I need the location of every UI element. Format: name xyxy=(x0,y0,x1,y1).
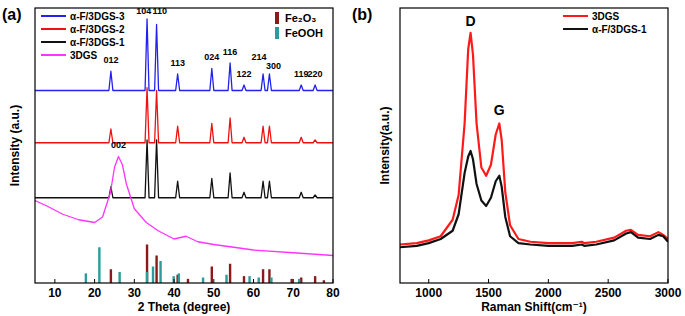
reference-bar xyxy=(202,278,204,284)
legend-label: 3DGS xyxy=(70,50,98,61)
series-line xyxy=(35,140,333,198)
legend-swatch xyxy=(41,54,66,56)
legend-swatch xyxy=(275,27,279,39)
peak-label: 110 xyxy=(152,6,167,16)
series-line xyxy=(400,33,668,245)
peak-label: D xyxy=(466,13,476,29)
legend-swatch xyxy=(275,12,279,24)
legend-label: α-F/3DGS-2 xyxy=(70,24,125,35)
legend-swatch xyxy=(563,28,588,30)
x-tick-label: 1000 xyxy=(415,286,442,300)
reference-bar xyxy=(298,279,300,283)
legend-label: 3DGS xyxy=(592,11,620,22)
reference-bar xyxy=(172,276,174,283)
peak-label: 116 xyxy=(223,47,238,57)
peak-label: 024 xyxy=(204,52,219,62)
peak-label: 104 xyxy=(136,6,151,16)
x-tick-label: 10 xyxy=(48,286,62,300)
x-tick xyxy=(94,279,95,283)
peak-label: 002 xyxy=(111,140,126,150)
x-tick xyxy=(428,279,429,283)
plot-area xyxy=(400,33,668,248)
reference-bar xyxy=(159,261,161,283)
x-tick xyxy=(608,279,609,283)
reference-bar xyxy=(248,276,250,283)
reference-bar xyxy=(110,269,112,283)
x-tick-label: 2500 xyxy=(595,286,622,300)
reference-bar xyxy=(85,273,87,283)
panel-label: (a) xyxy=(2,6,22,23)
x-tick xyxy=(293,279,294,283)
legend-swatch xyxy=(41,28,66,30)
reference-bar xyxy=(314,276,316,283)
reference-bar xyxy=(243,276,245,283)
x-tick xyxy=(668,279,669,283)
x-tick-label: 40 xyxy=(167,286,181,300)
reference-bar xyxy=(178,273,180,283)
figure: (a) Intensity (a.u.) 2 Theta (degree) 10 20 3… xyxy=(0,0,685,316)
series-line xyxy=(35,157,333,256)
x-tick-label: 50 xyxy=(207,286,221,300)
peak-label: 012 xyxy=(103,55,118,65)
legend-label: α-F/3DGS-1 xyxy=(592,24,647,35)
legend-label: α-F/3DGS-3 xyxy=(70,11,125,22)
peak-label: 113 xyxy=(170,58,185,68)
x-tick-label: 30 xyxy=(128,286,142,300)
peak-label: 122 xyxy=(236,69,251,79)
peak-label: 119 xyxy=(294,69,309,79)
x-tick-label: 70 xyxy=(287,286,301,300)
peak-label: 220 xyxy=(308,69,323,79)
reference-bar xyxy=(225,275,227,283)
plot-frame xyxy=(400,8,668,283)
x-tick-label: 80 xyxy=(326,286,340,300)
reference-bar xyxy=(152,267,154,284)
x-tick-label: 2000 xyxy=(535,286,562,300)
reference-bar xyxy=(229,264,231,283)
x-tick xyxy=(488,279,489,283)
peak-label: 300 xyxy=(266,61,281,71)
legend-swatch xyxy=(41,41,66,43)
reference-bar xyxy=(98,247,100,283)
x-tick xyxy=(134,279,135,283)
reference-bar xyxy=(187,279,189,283)
reference-bar xyxy=(118,272,120,283)
legend-label: α-F/3DGS-1 xyxy=(70,37,125,48)
y-axis-title: Intensity(a.u.) xyxy=(378,106,392,184)
x-tick-label: 60 xyxy=(247,286,261,300)
legend: α-F/3DGS-3 α-F/3DGS-2 α-F/3DGS-1 3DGS Fe₂O₃ F… xyxy=(41,11,323,61)
legend-swatch xyxy=(563,15,588,17)
x-axis-title: 2 Theta (degree) xyxy=(138,300,231,314)
series-line xyxy=(35,88,333,143)
series-line xyxy=(400,151,668,247)
y-axis-title: Intensity (a.u.) xyxy=(8,105,22,186)
x-tick xyxy=(174,279,175,283)
panel-label: (b) xyxy=(352,6,372,23)
x-tick-label: 1500 xyxy=(475,286,502,300)
x-axis-title: Raman Shift(cm⁻¹) xyxy=(481,300,587,314)
reference-bar xyxy=(211,267,213,284)
plot-area xyxy=(35,19,333,283)
reference-bar xyxy=(155,256,157,284)
legend-swatch xyxy=(41,15,66,17)
reference-bar xyxy=(146,272,148,283)
plot-frame xyxy=(35,8,333,283)
peak-label: G xyxy=(494,102,505,118)
reference-bar xyxy=(290,279,292,283)
reference-bar xyxy=(257,278,259,284)
legend-label: FeOOH xyxy=(285,27,323,39)
x-tick xyxy=(333,279,334,283)
legend-label: Fe₂O₃ xyxy=(285,12,316,24)
x-tick xyxy=(213,279,214,283)
reference-bar xyxy=(270,278,272,284)
x-tick-label: 20 xyxy=(88,286,102,300)
x-tick xyxy=(54,279,55,283)
reference-bar xyxy=(262,269,264,283)
reference-bar xyxy=(146,245,148,284)
x-tick xyxy=(548,279,549,283)
peak-label: 214 xyxy=(252,52,267,62)
series-line xyxy=(35,19,333,91)
legend: 3DGS α-F/3DGS-1 xyxy=(563,11,647,35)
x-tick xyxy=(253,279,254,283)
x-tick-label: 3000 xyxy=(655,286,682,300)
